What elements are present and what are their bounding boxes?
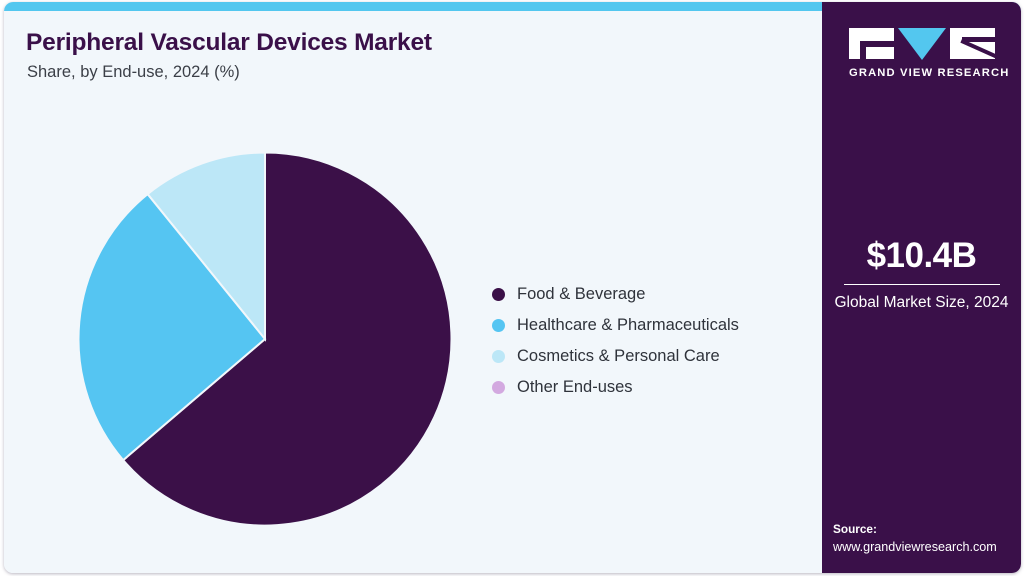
legend-color-swatch-icon <box>492 288 505 301</box>
market-size-divider <box>843 283 1000 286</box>
legend-item-label: Cosmetics & Personal Care <box>517 347 720 365</box>
legend-item-other-end-uses[interactable]: Other End-uses <box>492 372 739 403</box>
legend-color-swatch-icon <box>492 319 505 332</box>
legend-item-healthcare-pharmaceuticals[interactable]: Healthcare & Pharmaceuticals <box>492 310 739 341</box>
legend-item-food-beverage[interactable]: Food & Beverage <box>492 279 739 310</box>
main-chart-panel: Peripheral Vascular Devices Market Share… <box>4 11 822 573</box>
source-label: Source: <box>833 521 877 536</box>
pie-slice[interactable] <box>121 152 452 526</box>
source-block: Source: www.grandviewresearch.com <box>833 521 1021 556</box>
brand-sidebar: GRAND VIEW RESEARCH $10.4B Global Market… <box>822 2 1021 573</box>
market-size-value: $10.4B <box>866 236 977 275</box>
pie-slice-group <box>78 152 452 526</box>
pie-slice[interactable] <box>146 152 266 342</box>
chart-card: Peripheral Vascular Devices Market Share… <box>4 2 1021 573</box>
legend-item-label: Other End-uses <box>517 378 633 396</box>
legend-item-cosmetics-personal-care[interactable]: Cosmetics & Personal Care <box>492 341 739 372</box>
legend-color-swatch-icon <box>492 381 505 394</box>
source-url[interactable]: www.grandviewresearch.com <box>833 539 997 554</box>
grand-view-research-logo: GRAND VIEW RESEARCH <box>849 28 1010 79</box>
market-size-block: $10.4B Global Market Size, 2024 <box>822 236 1021 314</box>
page-title: Peripheral Vascular Devices Market <box>26 29 432 56</box>
logo-letterforms <box>849 28 995 60</box>
pie-chart <box>78 152 452 526</box>
top-accent-bar <box>4 2 1021 11</box>
legend-item-label: Food & Beverage <box>517 285 646 303</box>
logo-wordmark: GRAND VIEW RESEARCH <box>849 67 1010 79</box>
legend-item-label: Healthcare & Pharmaceuticals <box>517 316 739 334</box>
logo-letter-v-triangle-icon <box>898 28 946 60</box>
logo-letter-g-icon <box>849 28 894 59</box>
market-size-caption: Global Market Size, 2024 <box>834 294 1009 312</box>
pie-chart-svg <box>78 152 452 526</box>
pie-slice[interactable] <box>78 192 267 462</box>
logo-letter-r-icon <box>950 28 995 59</box>
page-subtitle: Share, by End-use, 2024 (%) <box>27 63 240 81</box>
legend-color-swatch-icon <box>492 350 505 363</box>
chart-legend: Food & Beverage Healthcare & Pharmaceuti… <box>492 279 739 403</box>
